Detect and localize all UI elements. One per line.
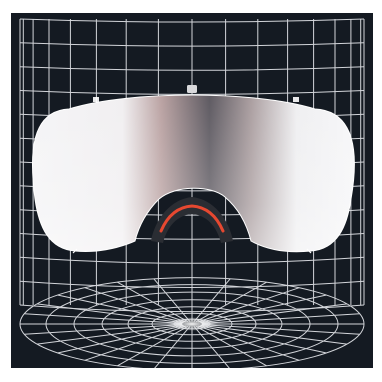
lens-top-clip	[187, 85, 197, 93]
goggle-lens-icon	[31, 85, 355, 254]
nose-bridge-foam	[151, 197, 233, 243]
lens-notch-right	[293, 97, 299, 102]
lens-notch-left	[93, 97, 99, 102]
goggle-lens-illustration	[19, 18, 365, 368]
product-render-frame	[11, 13, 373, 368]
lens-edge-accent	[159, 204, 225, 233]
floor-center-glow	[166, 317, 218, 331]
